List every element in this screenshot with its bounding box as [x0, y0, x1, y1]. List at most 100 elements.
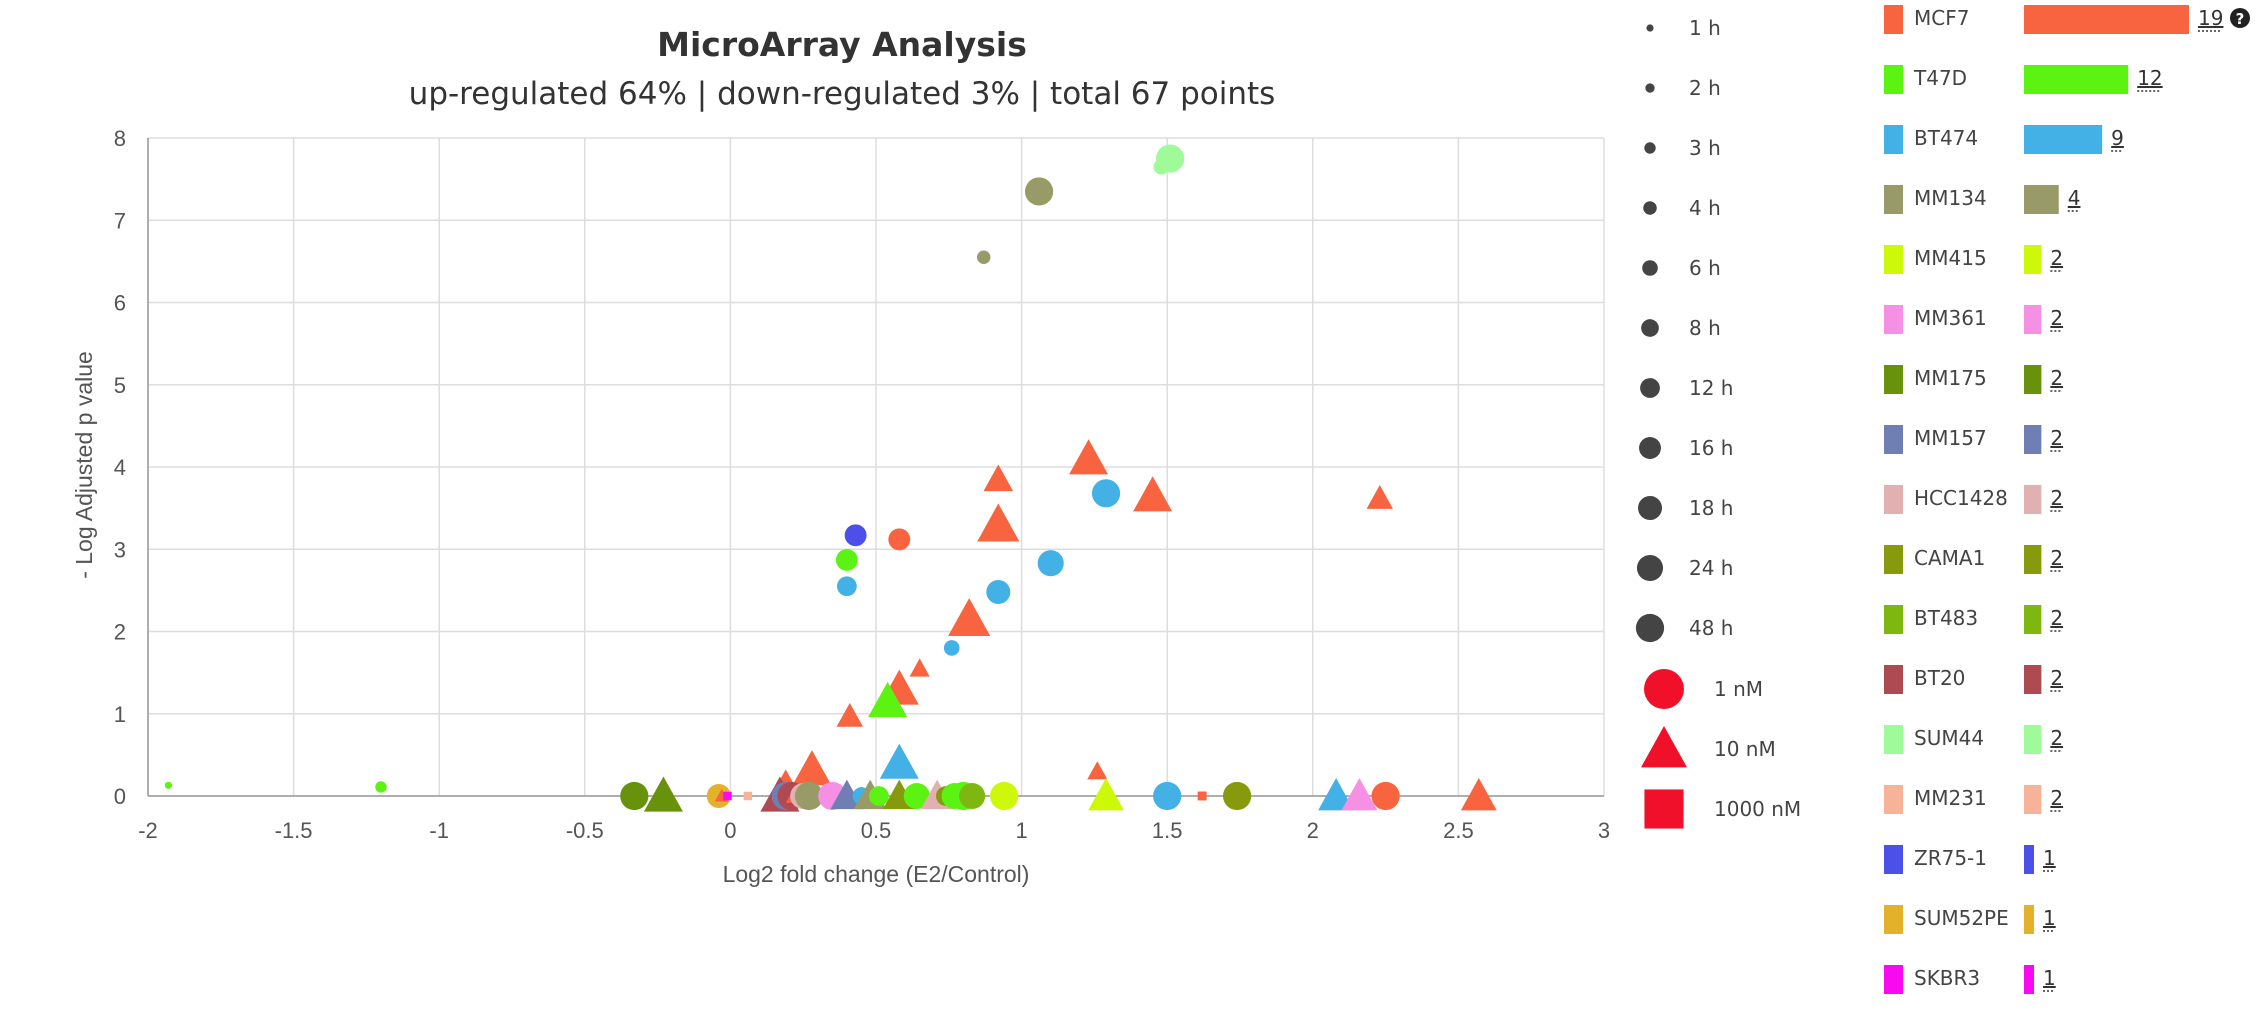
- cell-line-count[interactable]: 9: [2111, 126, 2124, 150]
- data-point[interactable]: [1341, 778, 1378, 811]
- data-point[interactable]: [1366, 485, 1394, 509]
- cell-line-count-bar[interactable]: [2024, 65, 2129, 94]
- cell-line-count[interactable]: 1: [2043, 966, 2056, 990]
- data-point[interactable]: [723, 791, 732, 801]
- cell-line-label[interactable]: MCF7: [1914, 6, 1969, 30]
- cell-line-swatch[interactable]: [1884, 485, 1903, 514]
- data-point[interactable]: [879, 743, 919, 779]
- cell-line-label[interactable]: MM157: [1914, 426, 1987, 450]
- shape-legend-marker[interactable]: [1644, 669, 1684, 709]
- data-point[interactable]: [1133, 476, 1173, 512]
- data-point[interactable]: [888, 528, 911, 551]
- cell-line-count-bar[interactable]: [2024, 545, 2042, 574]
- cell-line-label[interactable]: BT20: [1914, 666, 1965, 690]
- data-point[interactable]: [959, 782, 986, 810]
- cell-line-swatch[interactable]: [1884, 65, 1903, 94]
- data-point[interactable]: [620, 781, 649, 811]
- data-point[interactable]: [643, 776, 683, 812]
- cell-line-count[interactable]: 2: [2050, 426, 2063, 450]
- cell-line-count-bar[interactable]: [2024, 845, 2034, 874]
- cell-line-swatch[interactable]: [1884, 965, 1903, 994]
- data-point[interactable]: [943, 640, 960, 656]
- data-point[interactable]: [903, 782, 930, 810]
- cell-line-label[interactable]: T47D: [1913, 66, 1967, 90]
- cell-line-count-bar[interactable]: [2024, 785, 2042, 814]
- data-point[interactable]: [375, 781, 387, 793]
- data-point[interactable]: [1037, 550, 1064, 577]
- data-point[interactable]: [836, 576, 857, 597]
- cell-line-swatch[interactable]: [1884, 845, 1903, 874]
- shape-legend-marker[interactable]: [1641, 726, 1687, 768]
- cell-line-swatch[interactable]: [1884, 365, 1903, 394]
- cell-line-swatch[interactable]: [1884, 425, 1903, 454]
- cell-line-count-bar[interactable]: [2024, 245, 2042, 274]
- data-point[interactable]: [1091, 479, 1121, 508]
- cell-line-label[interactable]: HCC1428: [1914, 486, 2008, 510]
- data-point[interactable]: [844, 524, 867, 547]
- cell-line-label[interactable]: BT474: [1914, 126, 1978, 150]
- cell-line-count-bar[interactable]: [2024, 305, 2042, 334]
- data-point[interactable]: [977, 503, 1020, 542]
- data-point[interactable]: [1024, 177, 1054, 206]
- data-point[interactable]: [1460, 778, 1497, 811]
- data-point[interactable]: [990, 781, 1019, 811]
- cell-line-label[interactable]: MM415: [1914, 246, 1987, 270]
- data-point[interactable]: [986, 580, 1011, 605]
- data-point[interactable]: [743, 791, 753, 801]
- data-point[interactable]: [835, 548, 858, 571]
- cell-line-count[interactable]: 2: [2050, 786, 2063, 810]
- cell-line-label[interactable]: MM231: [1914, 786, 1987, 810]
- data-point[interactable]: [1153, 158, 1170, 175]
- cell-line-count-bar[interactable]: [2024, 605, 2042, 634]
- data-point[interactable]: [948, 598, 991, 637]
- cell-line-swatch[interactable]: [1884, 185, 1903, 214]
- data-point[interactable]: [976, 250, 991, 265]
- data-point[interactable]: [909, 658, 930, 677]
- shape-legend-marker[interactable]: [1644, 789, 1684, 829]
- cell-line-count-bar[interactable]: [2024, 5, 2189, 34]
- cell-line-count[interactable]: 2: [2050, 486, 2063, 510]
- cell-line-count-bar[interactable]: [2024, 665, 2042, 694]
- data-point[interactable]: [868, 681, 908, 718]
- data-point[interactable]: [1153, 781, 1182, 811]
- cell-line-swatch[interactable]: [1884, 905, 1903, 934]
- cell-line-swatch[interactable]: [1884, 245, 1903, 274]
- cell-line-label[interactable]: BT483: [1914, 606, 1978, 630]
- data-point[interactable]: [1318, 778, 1355, 811]
- cell-line-count[interactable]: 2: [2050, 246, 2063, 270]
- cell-line-count[interactable]: 1: [2043, 846, 2056, 870]
- data-point[interactable]: [1222, 781, 1252, 811]
- cell-line-count-bar[interactable]: [2024, 725, 2042, 754]
- cell-line-count[interactable]: 2: [2050, 306, 2063, 330]
- cell-line-count[interactable]: 1: [2043, 906, 2056, 930]
- cell-line-label[interactable]: MM361: [1914, 306, 1987, 330]
- data-point[interactable]: [1088, 778, 1124, 811]
- data-point[interactable]: [794, 781, 824, 811]
- cell-line-count-bar[interactable]: [2024, 905, 2034, 934]
- cell-line-count[interactable]: 2: [2050, 366, 2063, 390]
- cell-line-swatch[interactable]: [1884, 125, 1903, 154]
- cell-line-count-bar[interactable]: [2024, 125, 2103, 154]
- cell-line-count-bar[interactable]: [2024, 425, 2042, 454]
- cell-line-count[interactable]: 2: [2050, 546, 2063, 570]
- cell-line-swatch[interactable]: [1884, 5, 1903, 34]
- cell-line-label[interactable]: SKBR3: [1914, 966, 1980, 990]
- cell-line-count[interactable]: 2: [2050, 666, 2063, 690]
- cell-line-swatch[interactable]: [1884, 785, 1903, 814]
- cell-line-label[interactable]: SUM44: [1914, 726, 1984, 750]
- data-point[interactable]: [836, 702, 864, 727]
- cell-line-count[interactable]: 12: [2137, 66, 2162, 90]
- cell-line-count-bar[interactable]: [2024, 485, 2042, 514]
- cell-line-swatch[interactable]: [1884, 725, 1903, 754]
- cell-line-label[interactable]: MM134: [1914, 186, 1987, 210]
- cell-line-count-bar[interactable]: [2024, 185, 2059, 214]
- cell-line-swatch[interactable]: [1884, 305, 1903, 334]
- cell-line-count[interactable]: 2: [2050, 726, 2063, 750]
- data-point[interactable]: [869, 786, 889, 806]
- data-point[interactable]: [1371, 781, 1400, 811]
- help-icon[interactable]: ?: [2230, 8, 2250, 28]
- cell-line-count-bar[interactable]: [2024, 965, 2034, 994]
- data-point[interactable]: [1069, 439, 1109, 475]
- cell-line-swatch[interactable]: [1884, 545, 1903, 574]
- cell-line-label[interactable]: SUM52PE: [1914, 906, 2009, 930]
